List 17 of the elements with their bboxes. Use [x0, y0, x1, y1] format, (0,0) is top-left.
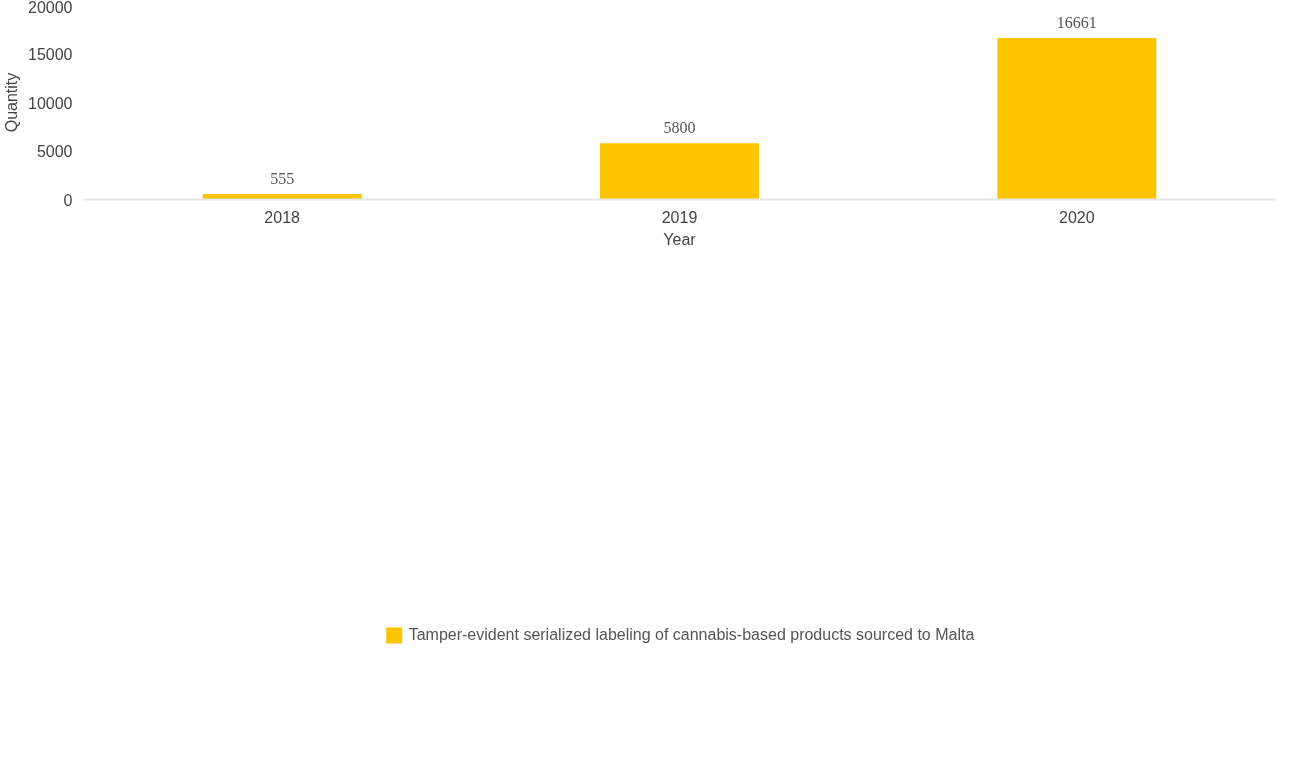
bar: [997, 37, 1157, 200]
bar: [600, 143, 759, 200]
y-tick-label: 0: [63, 191, 73, 209]
x-tick-label: 2019: [661, 208, 698, 226]
x-tick-label: 2018: [264, 208, 301, 226]
legend-label: Tamper-evident serialized labeling of cannabis-based products sourced to Malta: [408, 626, 975, 644]
y-tick-label: 10000: [28, 94, 73, 112]
data-label: 5800: [663, 119, 696, 137]
bar: [202, 194, 362, 200]
data-label: 16661: [1056, 13, 1097, 31]
y-tick-label: 20000: [28, 0, 73, 16]
y-tick-label: 15000: [28, 46, 73, 63]
data-label: 555: [270, 170, 295, 188]
x-tick-label: 2020: [1059, 208, 1095, 226]
y-axis-title: Quantity: [3, 72, 21, 133]
y-tick-label: 5000: [36, 143, 73, 160]
x-axis-title: Year: [663, 230, 697, 248]
